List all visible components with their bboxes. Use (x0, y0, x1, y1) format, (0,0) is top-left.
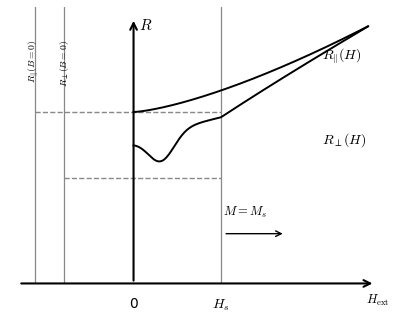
Text: $R_{\|}(B=0)$: $R_{\|}(B=0)$ (27, 40, 42, 83)
Text: $R$: $R$ (139, 18, 153, 33)
Text: $H_{\mathrm{ext}}$: $H_{\mathrm{ext}}$ (366, 293, 389, 308)
Text: $R_{\|}(H)$: $R_{\|}(H)$ (322, 47, 361, 66)
Text: $M = M_s$: $M = M_s$ (223, 205, 267, 220)
Text: $R_{\perp}(B=0)$: $R_{\perp}(B=0)$ (58, 40, 71, 87)
Text: $H_s$: $H_s$ (212, 297, 230, 313)
Text: $0$: $0$ (129, 297, 139, 311)
Text: $R_{\perp}(H)$: $R_{\perp}(H)$ (322, 131, 367, 149)
